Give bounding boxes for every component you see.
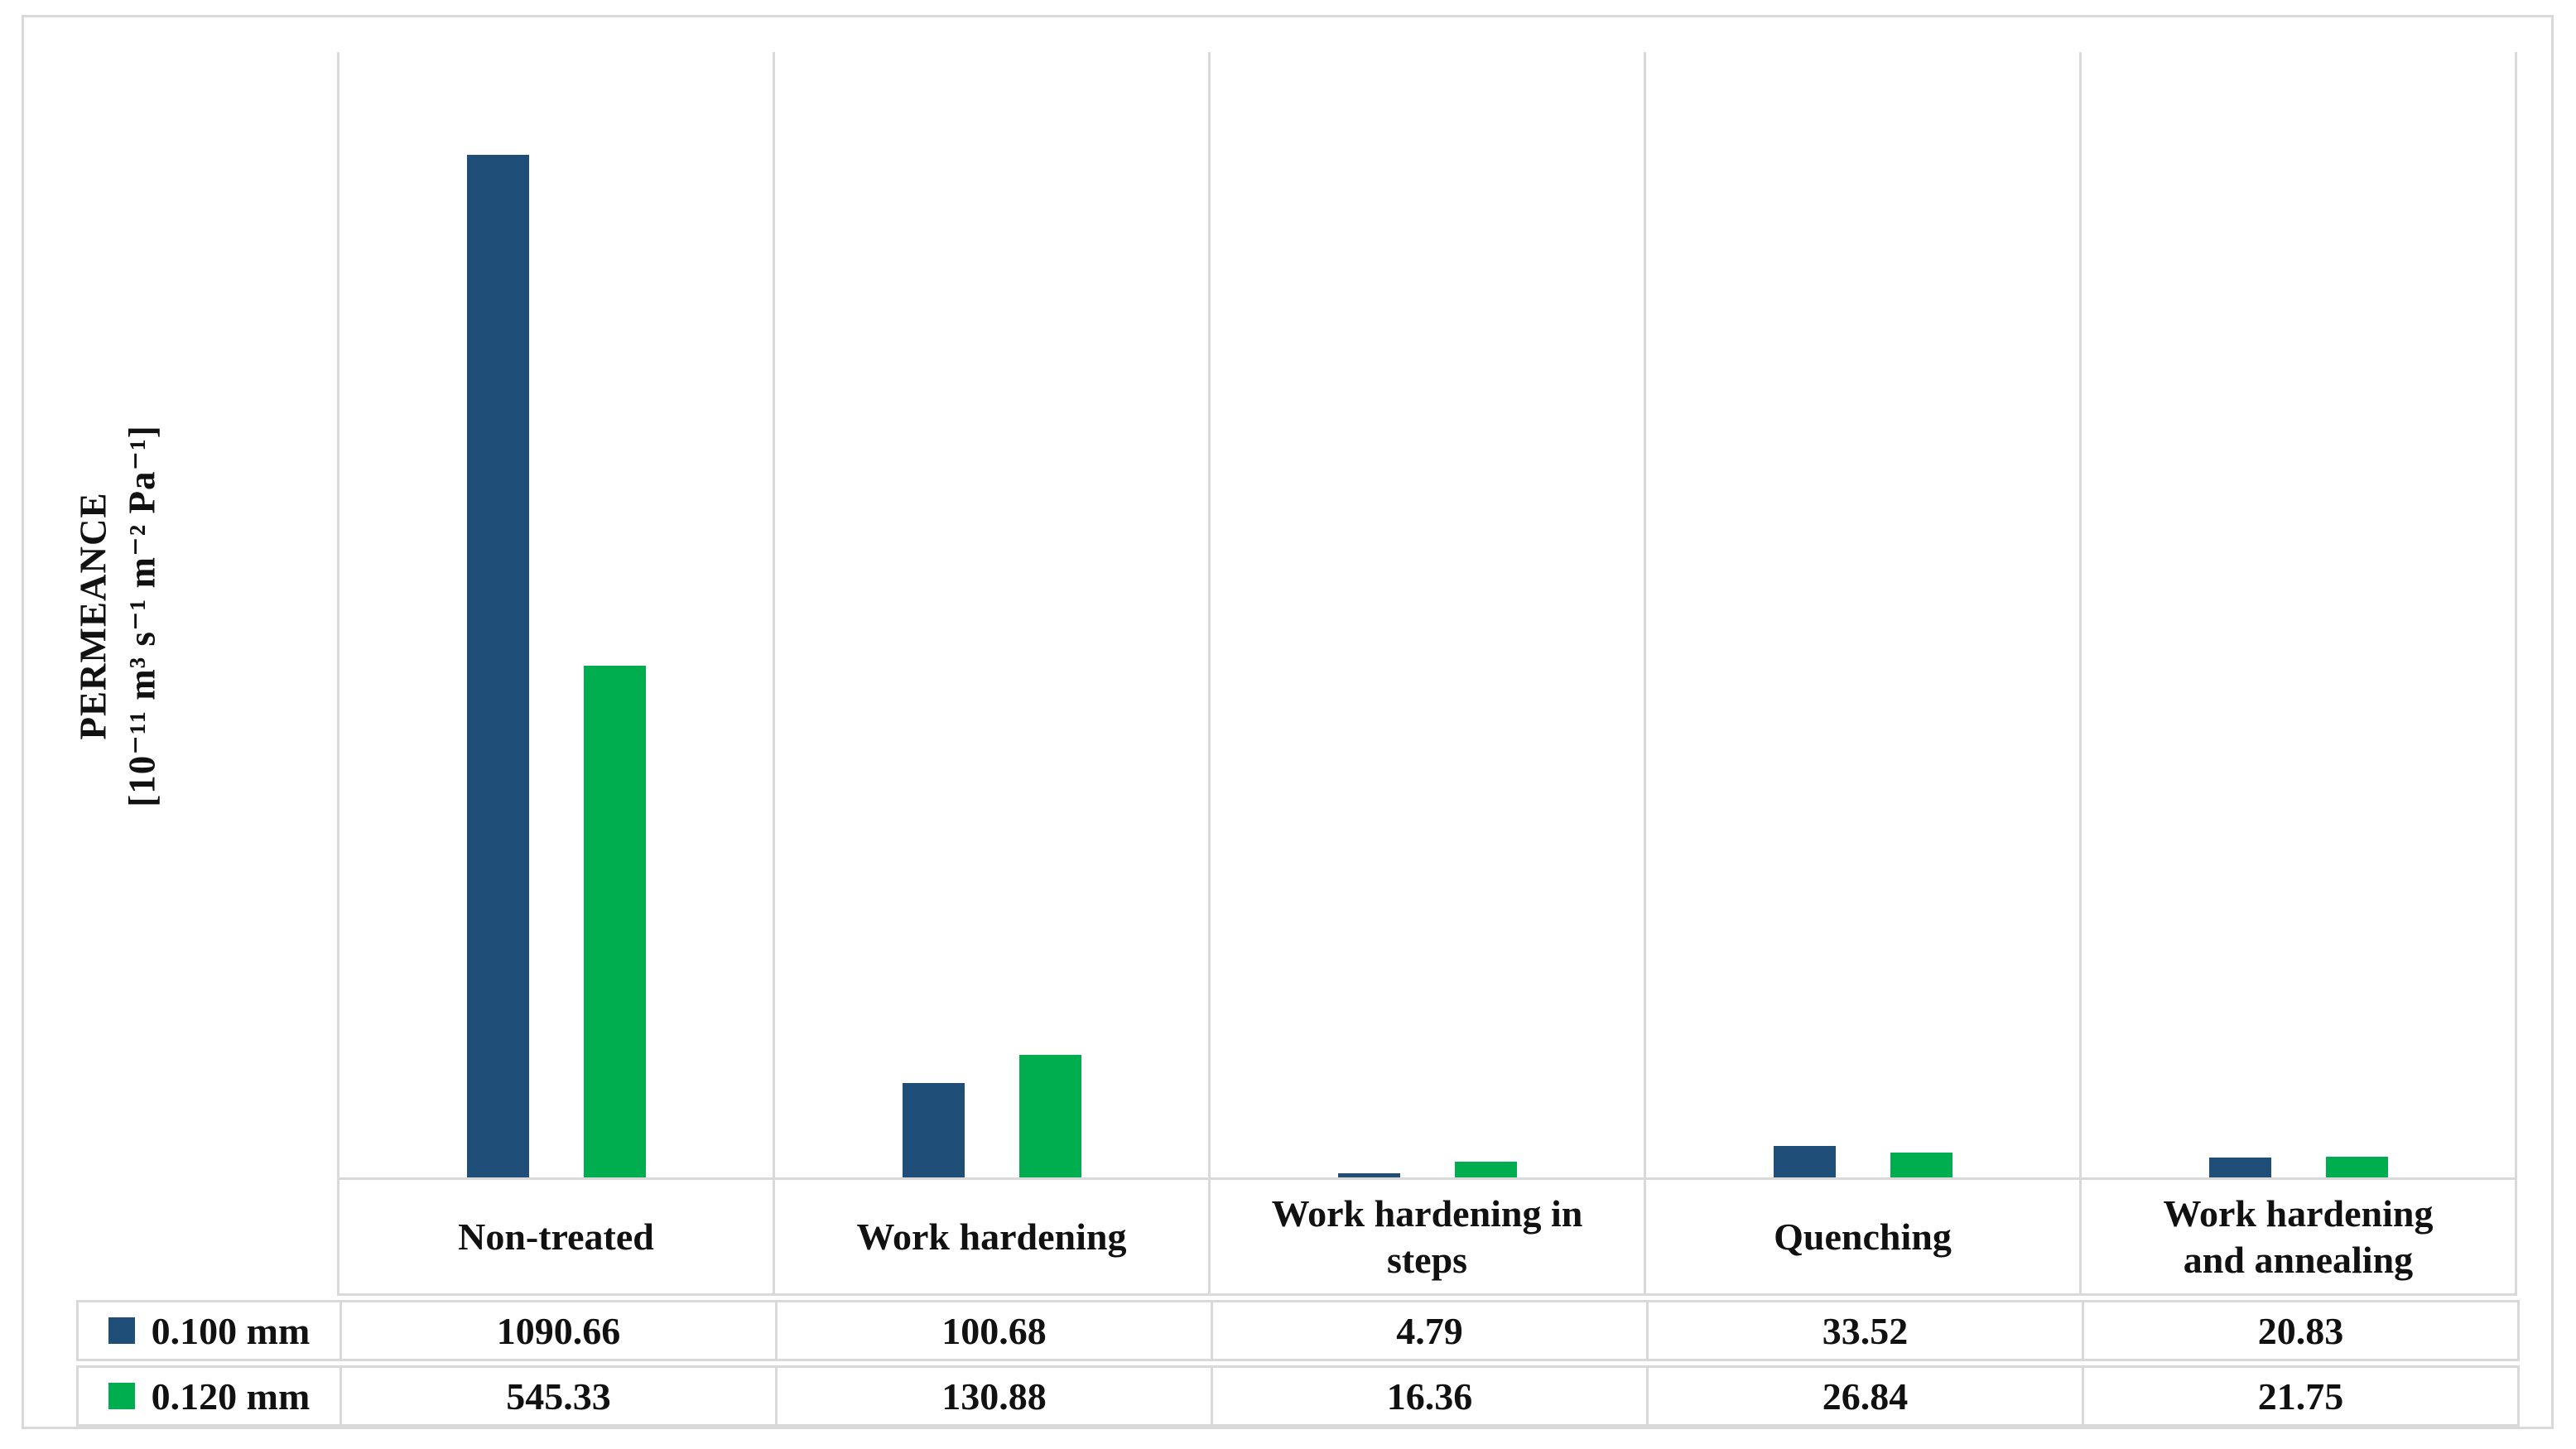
y-axis-title: PERMEANCE — [72, 492, 114, 740]
bar-0120mm-work-hardening — [1018, 1054, 1081, 1177]
bar-0100mm-work-hardening — [902, 1082, 965, 1177]
value-0100mm-work-hardening-and-annealing: 20.83 — [2082, 1302, 2517, 1359]
series-name-0120mm: 0.120 mm — [151, 1374, 311, 1418]
category-group-quenching — [1644, 52, 2079, 1177]
value-0120mm-work-hardening-in-steps: 16.36 — [1211, 1368, 1646, 1424]
legend-swatch-green-icon — [108, 1383, 135, 1409]
bar-0100mm-quenching — [1773, 1146, 1836, 1177]
category-group-non-treated — [337, 52, 773, 1177]
bar-0120mm-non-treated — [583, 666, 646, 1177]
bar-0100mm-work-hardening-in-steps — [1337, 1172, 1400, 1177]
category-group-work-hardening-and-annealing — [2079, 52, 2515, 1177]
y-axis-label: PERMEANCE [10⁻¹¹ m³ s⁻¹ m⁻² Pa⁻¹] — [70, 425, 166, 806]
series-name-0100mm: 0.100 mm — [151, 1309, 311, 1352]
category-label-row: Non-treated Work hardening Work hardenin… — [337, 1180, 2517, 1296]
category-label-work-hardening-in-steps: Work hardening in steps — [1208, 1180, 1644, 1293]
value-0100mm-work-hardening-in-steps: 4.79 — [1211, 1302, 1646, 1359]
data-table-row-0120mm: 0.120 mm 545.33 130.88 16.36 26.84 21.75 — [76, 1365, 2520, 1427]
bar-0120mm-work-hardening-in-steps — [1454, 1162, 1517, 1177]
legend-item-0120mm: 0.120 mm — [79, 1368, 339, 1424]
legend-swatch-blue-icon — [108, 1317, 135, 1344]
value-0100mm-work-hardening: 100.68 — [775, 1302, 1211, 1359]
category-label-non-treated: Non-treated — [337, 1180, 773, 1293]
bar-0100mm-non-treated — [466, 154, 529, 1177]
category-group-work-hardening-in-steps — [1208, 52, 1644, 1177]
value-0120mm-non-treated: 545.33 — [339, 1368, 775, 1424]
y-axis-unit: [10⁻¹¹ m³ s⁻¹ m⁻² Pa⁻¹] — [121, 425, 162, 807]
bar-0120mm-quenching — [1890, 1152, 1952, 1177]
category-label-work-hardening-and-annealing: Work hardening and annealing — [2079, 1180, 2515, 1293]
category-label-quenching: Quenching — [1644, 1180, 2079, 1293]
value-0100mm-non-treated: 1090.66 — [339, 1302, 775, 1359]
data-table-row-0100mm: 0.100 mm 1090.66 100.68 4.79 33.52 20.83 — [76, 1300, 2520, 1361]
bar-0120mm-work-hardening-and-annealing — [2325, 1157, 2388, 1177]
value-0100mm-quenching: 33.52 — [1646, 1302, 2082, 1359]
category-group-work-hardening — [773, 52, 1208, 1177]
legend-item-0100mm: 0.100 mm — [79, 1302, 339, 1359]
figure-border — [22, 15, 2554, 1429]
bar-0100mm-work-hardening-and-annealing — [2208, 1158, 2271, 1177]
value-0120mm-work-hardening-and-annealing: 21.75 — [2082, 1368, 2517, 1424]
value-0120mm-quenching: 26.84 — [1646, 1368, 2082, 1424]
plot-area — [337, 52, 2517, 1180]
category-label-work-hardening: Work hardening — [773, 1180, 1208, 1293]
value-0120mm-work-hardening: 130.88 — [775, 1368, 1211, 1424]
